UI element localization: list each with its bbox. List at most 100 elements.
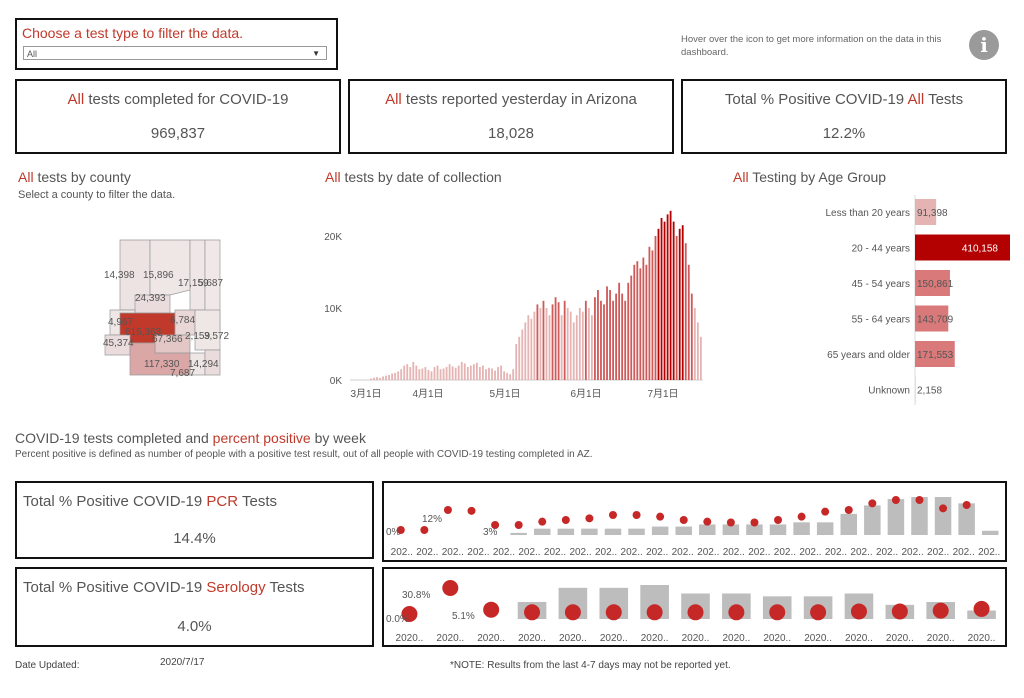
weekly-test-bar (581, 528, 598, 535)
date-bar (539, 308, 542, 380)
weekly-percent-dot (524, 604, 541, 621)
weekly-percent-dot (891, 496, 900, 504)
county-label: 615,363 (125, 327, 162, 338)
weekly-x-tick: 202.. (595, 547, 617, 558)
date-chart[interactable]: 0K 10K 20K 3月1日 4月1日 5月1日 6月1日 7月1日 (318, 195, 713, 405)
age-value-label: 171,553 (917, 350, 954, 361)
x-tick-label: 4月1日 (412, 388, 443, 400)
weekly-x-tick: 2020.. (559, 633, 587, 644)
date-bar (600, 300, 602, 380)
age-value-label: 143,709 (917, 315, 954, 326)
age-value-label: 91,398 (917, 208, 948, 219)
weekly-test-bar (628, 528, 645, 535)
weekly-x-tick: 202.. (748, 547, 770, 558)
county-label: 24,393 (135, 293, 166, 304)
date-bar (666, 214, 669, 380)
date-bar (385, 375, 387, 380)
date-bar (488, 367, 490, 380)
test-type-selected: All (27, 49, 38, 59)
weekly-x-tick: 2020.. (927, 633, 955, 644)
date-bar (678, 228, 681, 380)
date-bar (563, 300, 566, 380)
age-value-label: 410,158 (962, 244, 999, 255)
weekly-percent-dot (850, 603, 867, 620)
weekly-test-bar (675, 526, 692, 535)
age-chart[interactable]: Less than 20 years 91,398 20 - 44 years 410… (730, 195, 1010, 410)
county-graham[interactable] (194, 309, 221, 351)
county-label: 14,398 (104, 270, 135, 281)
county-label: 7,687 (170, 368, 195, 379)
date-bar (551, 304, 554, 380)
weekly-test-bar (934, 497, 952, 535)
weekly-percent-dot (844, 506, 853, 514)
weekly-x-tick: 2020.. (396, 633, 424, 644)
age-category-label: 65 years and older (827, 350, 911, 361)
kpi-value: 14.4% (173, 530, 216, 547)
weekly-x-tick: 2020.. (477, 633, 505, 644)
date-bar (557, 302, 560, 380)
test-type-select[interactable]: All ▼ (23, 46, 327, 60)
date-bar (394, 372, 397, 380)
county-coconino[interactable] (149, 239, 191, 296)
date-bar (548, 315, 551, 380)
date-bar (536, 304, 539, 380)
weekly-test-bar (840, 513, 858, 535)
pcr-weekly-panel: 202.. 202.. 202.. 202.. 202.. 202.. 202.. 202..… (382, 481, 1007, 562)
age-bar (915, 376, 916, 403)
weekly-x-tick: 202.. (544, 547, 566, 558)
weekly-percent-dot (939, 504, 948, 513)
date-bar (693, 308, 696, 380)
weekly-percent-dot (728, 604, 745, 621)
kpi-value: 18,028 (488, 125, 534, 142)
weekly-x-tick: 2020.. (600, 633, 628, 644)
date-bar (433, 367, 436, 380)
date-bar (406, 364, 409, 380)
weekly-title: COVID-19 tests completed and percent pos… (15, 430, 366, 446)
weekly-x-tick: 2020.. (886, 633, 914, 644)
county-navajo[interactable] (189, 239, 206, 311)
date-bar (400, 369, 403, 380)
county-label: 15,896 (143, 270, 174, 281)
date-bar (606, 286, 608, 380)
county-label: 6,784 (170, 315, 195, 326)
kpi-title: Total % Positive COVID-19 All Tests (724, 91, 964, 108)
weekly-percent-dot (632, 511, 641, 519)
weekly-x-tick: 202.. (825, 547, 847, 558)
date-bar (530, 318, 533, 380)
weekly-x-tick: 202.. (493, 547, 515, 558)
weekly-x-tick: 202.. (799, 547, 821, 558)
weekly-percent-dot (646, 604, 663, 621)
weekly-percent-dot (491, 521, 500, 529)
county-cochise[interactable] (204, 349, 221, 376)
date-bar (424, 367, 427, 380)
age-category-label: 55 - 64 years (852, 315, 910, 326)
kpi-title: All tests reported yesterday in Arizona (385, 91, 637, 108)
info-icon[interactable]: i (969, 30, 999, 60)
serology-weekly-chart[interactable]: 2020.. 2020.. 2020.. 2020.. 2020.. 2020.. 2020… (384, 569, 1005, 645)
weekly-test-bar (981, 530, 999, 535)
x-tick-label: 5月1日 (489, 388, 520, 400)
weekly-x-tick: 202.. (646, 547, 668, 558)
date-bar (478, 367, 481, 380)
arizona-county-map[interactable]: 14,398 15,896 17,159 5,687 24,393 4,967 … (100, 235, 235, 380)
weekly-x-tick: 2020.. (682, 633, 710, 644)
info-text: Hover over the icon to get more informat… (681, 34, 942, 58)
weekly-percent-dot (564, 604, 581, 621)
filter-panel: Choose a test type to filter the data. A… (15, 18, 338, 70)
age-bar (915, 234, 1010, 261)
date-bar (497, 367, 499, 380)
pcr-weekly-chart[interactable]: 202.. 202.. 202.. 202.. 202.. 202.. 202.. 202..… (384, 483, 1005, 560)
date-bar (690, 293, 693, 380)
county-label: 14,294 (188, 359, 219, 370)
date-bar (651, 250, 654, 380)
date-bar (639, 268, 642, 380)
date-bar (684, 243, 687, 380)
weekly-percent-dot (687, 604, 704, 621)
county-label: 2,159 (185, 331, 210, 342)
weekly-percent-dot (726, 518, 735, 527)
date-bar (457, 365, 460, 380)
age-category-label: 20 - 44 years (852, 244, 910, 255)
weekly-test-bar (510, 532, 527, 535)
date-bar (675, 236, 678, 380)
date-bar (482, 365, 484, 380)
